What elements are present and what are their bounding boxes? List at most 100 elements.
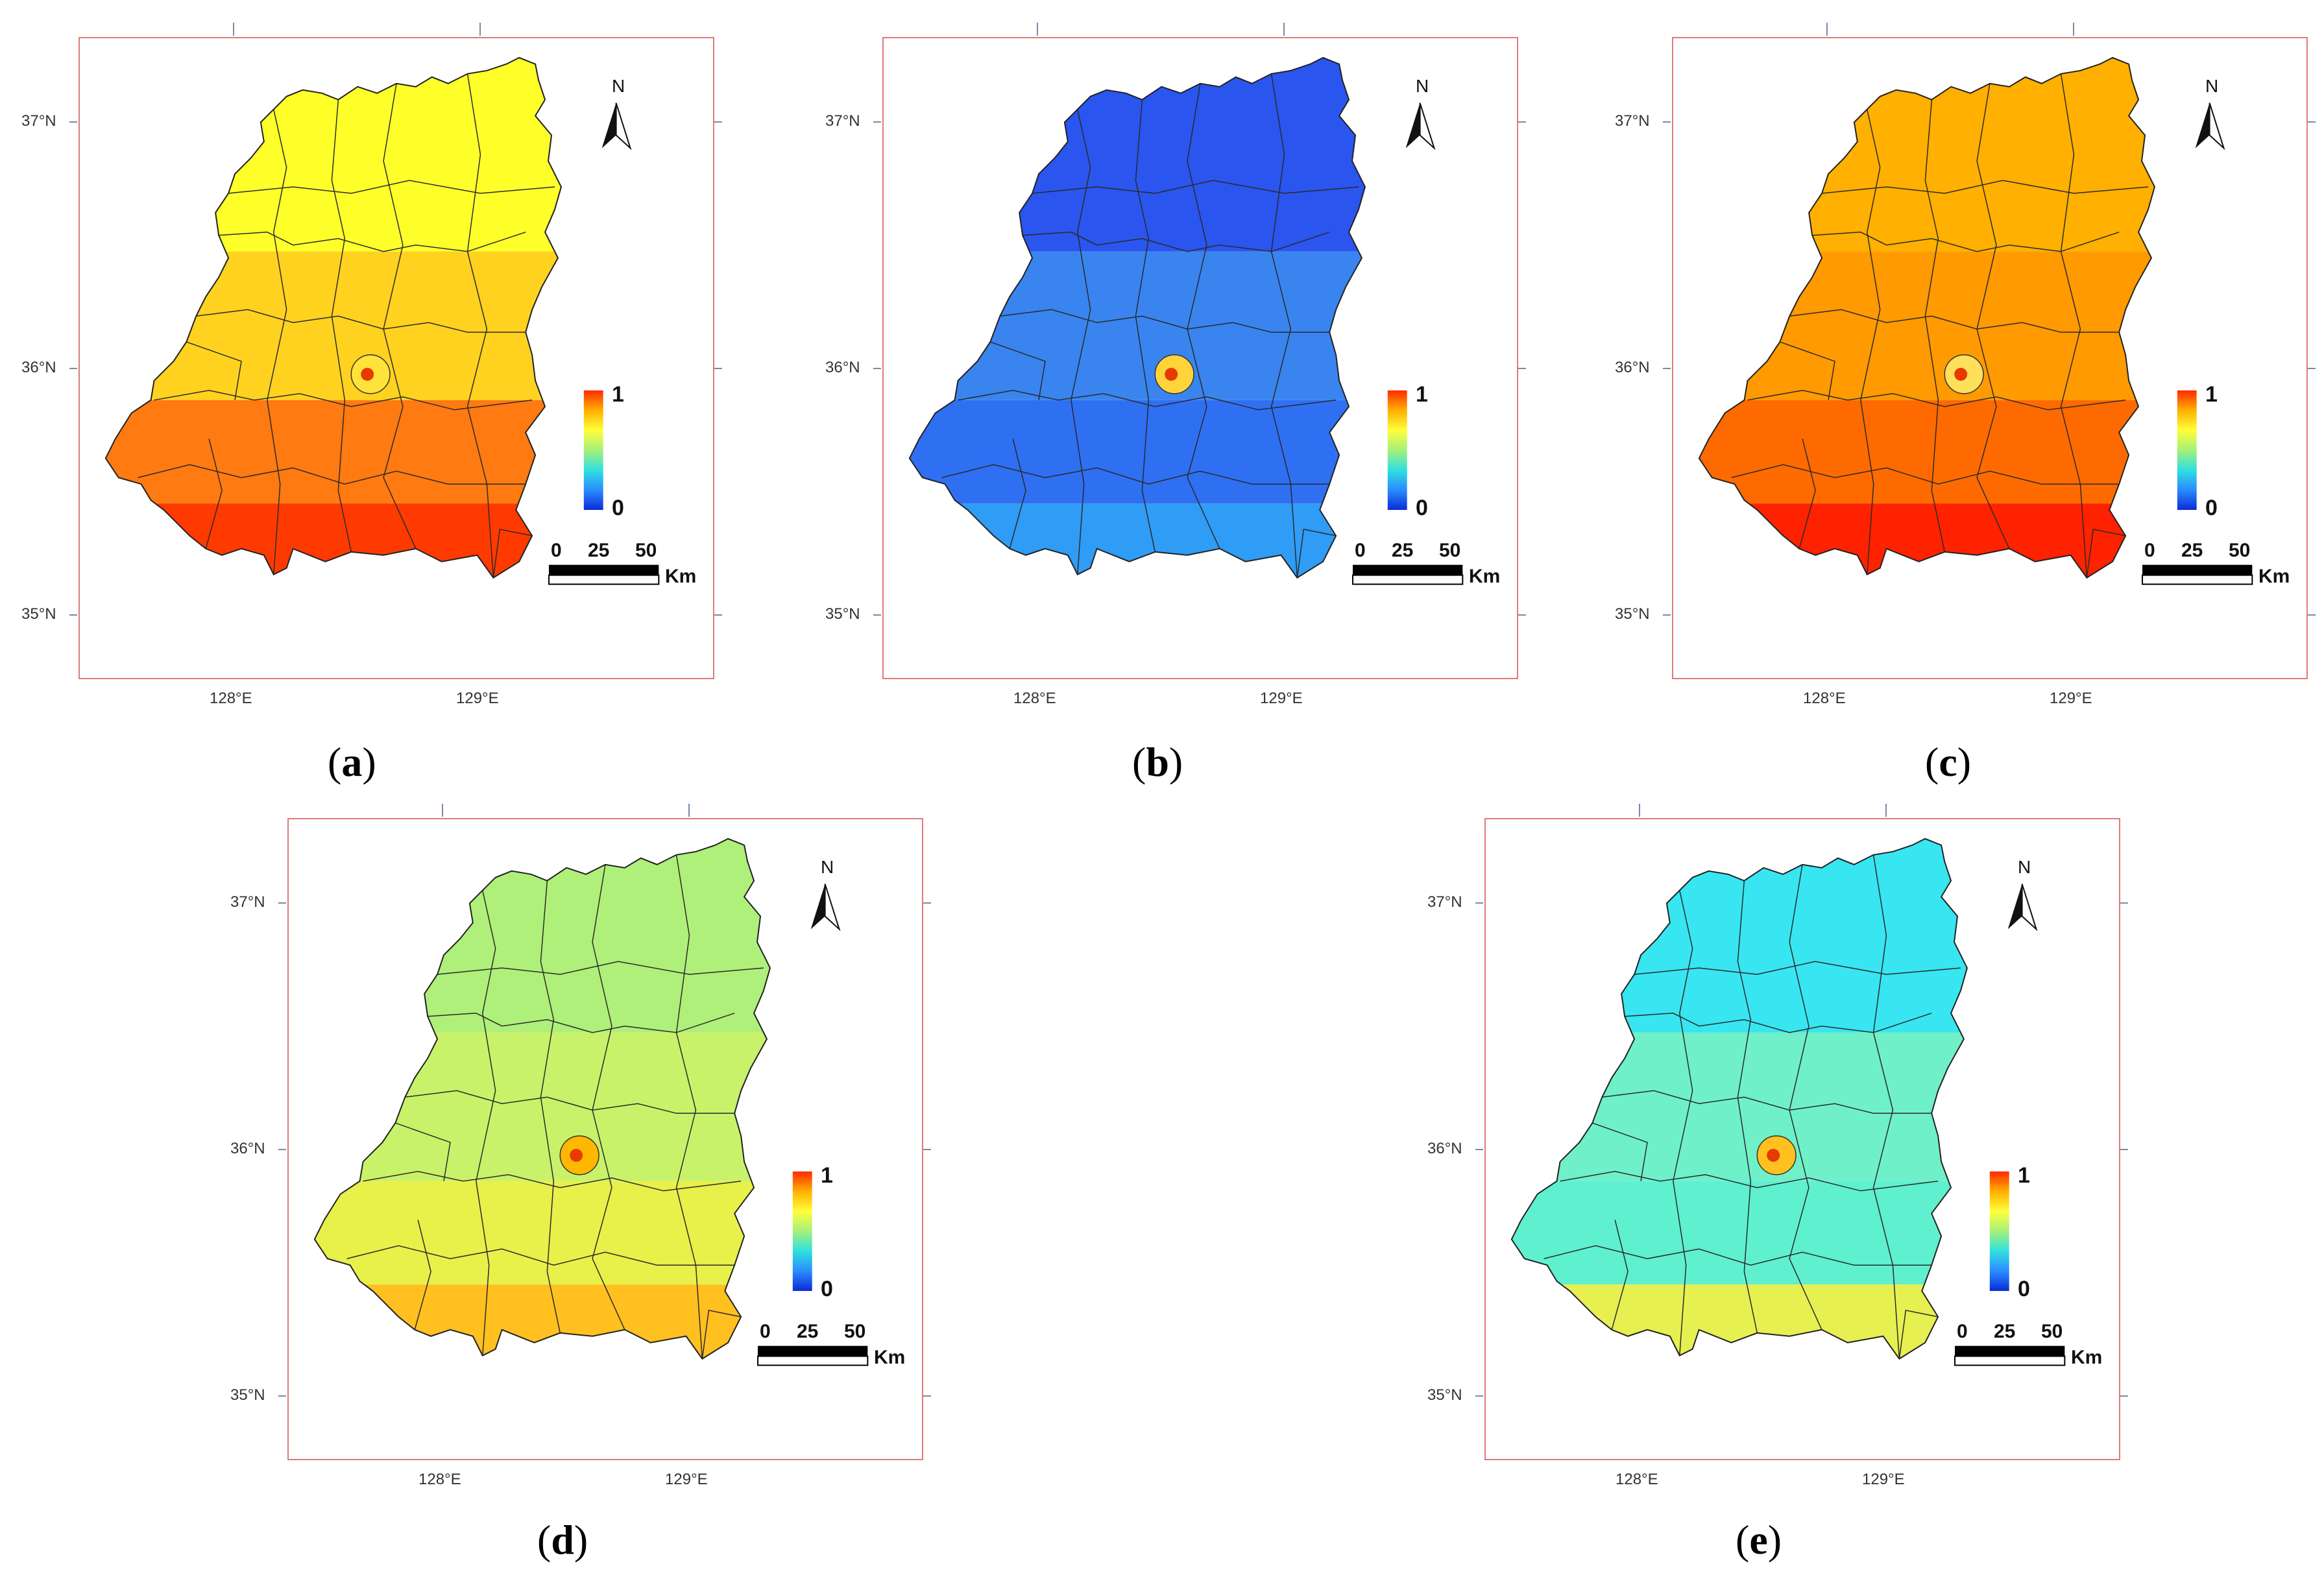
district-boundary	[219, 232, 526, 252]
district-boundary	[1924, 99, 1946, 552]
lat-tick	[714, 614, 722, 616]
lon-label: 128°E	[418, 1471, 461, 1488]
north-arrow-icon	[2195, 102, 2210, 149]
scale-bar-filled	[758, 1345, 868, 1356]
lat-tick	[923, 1395, 931, 1397]
district-boundary	[1009, 439, 1026, 549]
lat-label: 36°N	[825, 359, 860, 376]
district-boundary	[138, 464, 526, 485]
district-boundary	[540, 880, 561, 1333]
lat-tick	[2308, 614, 2316, 616]
lon-label: 129°E	[665, 1471, 708, 1488]
lat-tick	[923, 902, 931, 904]
region-band-south	[1511, 1181, 1967, 1285]
lat-label: 37°N	[230, 893, 265, 911]
district-boundary	[1798, 439, 1816, 549]
lat-tick	[1518, 121, 1526, 123]
district-boundary	[1673, 890, 1693, 1356]
scale-tick-25: 25	[1994, 1321, 2016, 1342]
region-band-south	[105, 400, 561, 504]
scale-tick-50: 50	[844, 1321, 866, 1342]
lat-label: 37°N	[1427, 893, 1462, 911]
north-label: N	[2205, 76, 2219, 96]
lat-tick	[873, 368, 881, 369]
region-band-deep	[909, 503, 1365, 578]
scale-unit: Km	[2071, 1347, 2103, 1368]
scale-tick-0: 0	[1957, 1321, 1968, 1342]
lat-tick	[69, 614, 77, 616]
district-boundary	[1000, 309, 1330, 333]
scale-bar-filled	[1955, 1345, 2065, 1356]
legend-max-label: 1	[2018, 1163, 2030, 1188]
lon-tick	[479, 23, 481, 36]
scale-tick-25: 25	[2181, 540, 2203, 561]
province-outline	[908, 56, 1366, 579]
lat-label: 36°N	[1427, 1140, 1462, 1157]
district-boundary	[466, 73, 494, 578]
lat-label: 37°N	[1615, 112, 1650, 130]
scale-bar-filled	[549, 564, 659, 575]
district-boundary	[1023, 232, 1330, 252]
scale-tick-0: 0	[760, 1321, 771, 1342]
scale-unit: Km	[1469, 566, 1501, 587]
lat-tick	[278, 1149, 286, 1150]
lat-tick	[1475, 902, 1483, 904]
district-boundary	[2086, 529, 2126, 578]
legend-color-bar	[792, 1171, 812, 1292]
choropleth-map-d	[313, 837, 869, 1366]
scale-bar-empty	[2142, 574, 2253, 585]
lat-tick	[923, 1149, 931, 1150]
lat-tick	[1475, 1395, 1483, 1397]
map-panel-e: N 1 0 0 25 50 Km	[1484, 818, 2120, 1460]
district-boundary	[941, 464, 1330, 485]
lat-tick	[1518, 614, 1526, 616]
lon-label: 129°E	[1862, 1471, 1905, 1488]
caption-c: (c)	[1925, 739, 1972, 785]
lon-label: 129°E	[456, 690, 499, 707]
scale-tick-50: 50	[635, 540, 657, 561]
scale-tick-0: 0	[1355, 540, 1366, 561]
district-boundary	[1789, 864, 1822, 1331]
lat-tick	[1663, 614, 1671, 616]
lat-tick	[2308, 121, 2316, 123]
region-band-south	[1699, 400, 2155, 504]
district-boundary	[1976, 83, 2010, 549]
district-boundary	[1872, 854, 1900, 1359]
north-label: N	[612, 76, 625, 96]
district-boundary	[1747, 390, 2126, 411]
district-boundary	[1032, 180, 1359, 194]
legend-max-label: 1	[612, 382, 624, 407]
scale-tick-0: 0	[551, 540, 562, 561]
lat-tick	[1663, 368, 1671, 369]
district-boundary	[1780, 341, 1835, 400]
district-boundary	[1625, 1013, 1932, 1033]
district-boundary	[395, 1122, 451, 1181]
scale-bar-empty	[548, 574, 660, 585]
scale-tick-50: 50	[2041, 1321, 2063, 1342]
lon-tick	[1826, 23, 1828, 36]
lon-label: 128°E	[1013, 690, 1056, 707]
legend-color-bar	[583, 390, 603, 511]
lon-label: 128°E	[210, 690, 252, 707]
north-arrow-icon-half	[615, 102, 632, 151]
scale-tick-50: 50	[2229, 540, 2251, 561]
district-boundary	[1789, 309, 2120, 333]
legend-color-bar	[1387, 390, 1407, 511]
scale-bar-filled	[2142, 564, 2253, 575]
north-label: N	[1416, 76, 1429, 96]
district-boundary	[1821, 180, 2149, 194]
district-boundary	[414, 1220, 431, 1330]
district-boundary	[1543, 1245, 1932, 1266]
scale-tick-50: 50	[1439, 540, 1461, 561]
lon-label: 128°E	[1803, 690, 1846, 707]
lat-label: 35°N	[1427, 1386, 1462, 1404]
lon-tick	[442, 804, 443, 817]
scale-bar-filled	[1353, 564, 1463, 575]
choropleth-map-a	[104, 56, 660, 585]
lat-tick	[873, 614, 881, 616]
lat-tick	[278, 902, 286, 904]
north-label: N	[2018, 857, 2031, 877]
region-band-deep	[105, 503, 561, 578]
region-band-north	[1511, 838, 1967, 1033]
urban-core	[361, 367, 374, 381]
